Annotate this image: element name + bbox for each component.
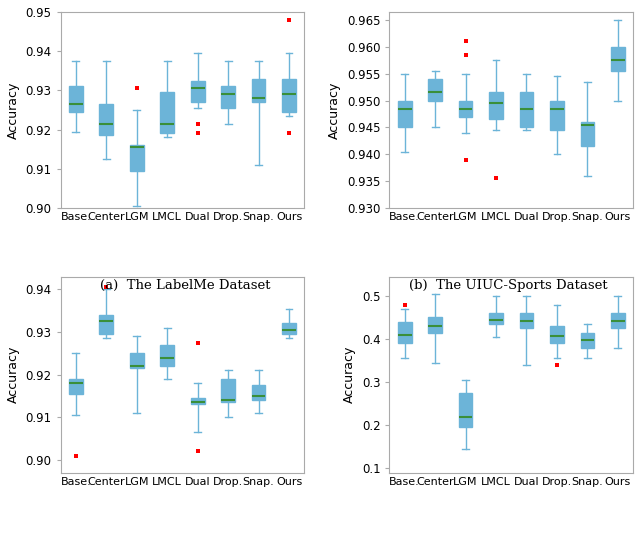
PathPatch shape <box>99 104 113 135</box>
PathPatch shape <box>69 86 83 112</box>
Y-axis label: Accuracy: Accuracy <box>7 346 20 403</box>
PathPatch shape <box>489 313 503 324</box>
PathPatch shape <box>252 78 266 102</box>
PathPatch shape <box>69 379 83 394</box>
Y-axis label: Accuracy: Accuracy <box>343 346 356 403</box>
PathPatch shape <box>428 79 442 100</box>
PathPatch shape <box>428 317 442 332</box>
PathPatch shape <box>252 385 266 400</box>
PathPatch shape <box>550 100 564 130</box>
Y-axis label: Accuracy: Accuracy <box>328 81 341 139</box>
PathPatch shape <box>520 313 533 328</box>
PathPatch shape <box>221 379 235 402</box>
PathPatch shape <box>161 92 174 134</box>
PathPatch shape <box>459 393 472 427</box>
PathPatch shape <box>191 81 205 102</box>
PathPatch shape <box>99 315 113 334</box>
Text: (b)  The UIUC-Sports Dataset: (b) The UIUC-Sports Dataset <box>409 279 607 292</box>
PathPatch shape <box>282 78 296 112</box>
PathPatch shape <box>611 47 625 71</box>
PathPatch shape <box>191 398 205 404</box>
PathPatch shape <box>520 92 533 127</box>
PathPatch shape <box>398 322 412 343</box>
PathPatch shape <box>459 100 472 117</box>
PathPatch shape <box>550 326 564 343</box>
PathPatch shape <box>130 145 143 171</box>
PathPatch shape <box>398 100 412 127</box>
PathPatch shape <box>282 323 296 334</box>
PathPatch shape <box>580 122 594 146</box>
PathPatch shape <box>221 86 235 108</box>
PathPatch shape <box>611 313 625 328</box>
PathPatch shape <box>130 353 143 368</box>
PathPatch shape <box>489 92 503 119</box>
Text: (a)  The LabelMe Dataset: (a) The LabelMe Dataset <box>100 279 271 292</box>
Y-axis label: Accuracy: Accuracy <box>7 81 20 139</box>
PathPatch shape <box>580 332 594 347</box>
PathPatch shape <box>161 345 174 366</box>
